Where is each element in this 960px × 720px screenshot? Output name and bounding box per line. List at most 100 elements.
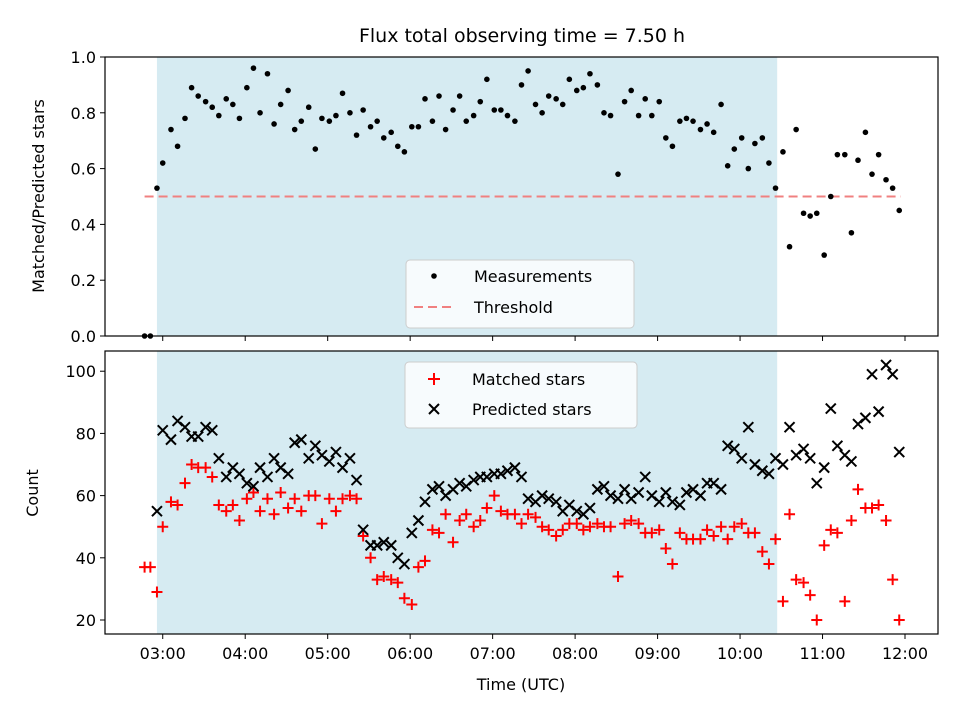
measurement-point (202, 98, 209, 105)
x-tick-label: 06:00 (387, 644, 433, 663)
predicted-star-point (247, 480, 260, 492)
matched-star-point (227, 499, 239, 511)
measurement-point (244, 84, 250, 91)
matched-star-point (756, 546, 768, 558)
measurement-point (422, 96, 428, 102)
measurement-point (374, 118, 380, 124)
matched-star-point (454, 514, 466, 526)
measurement-point (807, 213, 813, 219)
matched-star-point (839, 595, 851, 607)
predicted-star-point (303, 452, 315, 464)
x-tick-label: 03:00 (140, 644, 186, 663)
matched-star-point (406, 598, 418, 610)
matched-star-point (543, 524, 555, 536)
predicted-star-point (233, 468, 246, 480)
top-y-tick-label: 1.0 (71, 48, 96, 67)
matched-star-point (571, 518, 583, 530)
matched-star-point (392, 577, 404, 589)
predicted-star-point (268, 452, 280, 464)
predicted-star-point (872, 405, 885, 418)
measurement-point (491, 107, 498, 113)
measurement-point (821, 252, 827, 258)
measurement-point (498, 107, 504, 113)
matched-star-point (674, 527, 686, 539)
matched-star-point (378, 570, 390, 582)
top-y-tick-label: 0.4 (71, 215, 96, 234)
matched-star-point (708, 530, 720, 542)
matched-star-point (619, 518, 631, 530)
matched-star-point (398, 592, 410, 604)
bottom-x-axis-ticks: 03:00 04:00 05:00 06:00 07:00 08:00 09:00 10:00… (140, 634, 928, 663)
predicted-star-point (357, 524, 369, 536)
measurement-point (883, 176, 889, 183)
top-y-tick-label: 0.0 (71, 327, 96, 346)
top-x-axis-ticks (162, 336, 906, 341)
predicted-star-point (295, 433, 307, 446)
matched-star-point (419, 555, 431, 567)
predicted-star-point (742, 421, 755, 433)
measurement-point (628, 87, 634, 94)
predicted-star-point (550, 496, 562, 508)
measurement-point (745, 165, 752, 172)
predicted-star-point (618, 483, 631, 496)
predicted-star-point (254, 461, 266, 474)
matched-star-point (365, 552, 377, 564)
measurement-point (339, 90, 346, 97)
bottom-y-axis-ticks: 20 40 60 80 100 (65, 362, 105, 630)
matched-star-point (488, 490, 500, 502)
measurement-point (786, 243, 793, 250)
measurement-point (683, 115, 690, 122)
predicted-star-point (818, 461, 830, 474)
top-y-axis-label: Matched/Predicted stars (29, 99, 48, 293)
predicted-star-point (453, 477, 466, 489)
matched-star-point (728, 521, 740, 533)
measurement-point (539, 110, 545, 116)
measurement-point (188, 84, 195, 91)
predicted-star-point (323, 455, 336, 468)
matched-star-point (790, 574, 802, 586)
measurement-point (319, 115, 325, 122)
predicted-star-point (406, 527, 418, 539)
matched-star-point (261, 493, 273, 505)
predicted-star-point (639, 471, 651, 483)
measurement-point (415, 123, 422, 130)
matched-star-point (371, 574, 383, 586)
matched-star-point (845, 514, 857, 526)
measurement-point (477, 98, 484, 105)
measurement-point (409, 123, 415, 130)
measurement-point (360, 107, 366, 113)
measurement-point (752, 140, 758, 147)
top-y-tick-label: 0.6 (71, 160, 96, 179)
predicted-star-point (501, 465, 514, 477)
measurement-point (766, 160, 772, 166)
x-tick-label: 09:00 (635, 644, 681, 663)
measurement-point (559, 101, 566, 108)
measurement-point (642, 96, 649, 102)
predicted-star-point (612, 493, 624, 505)
matched-star-point (186, 459, 198, 471)
matched-star-point (722, 533, 734, 545)
measurement-point (209, 104, 216, 111)
measurement-point (553, 96, 559, 102)
matched-star-point (591, 518, 603, 530)
measurement-point (525, 68, 531, 74)
legend-matched-label: Matched stars (472, 370, 585, 389)
matched-star-point (577, 524, 589, 536)
predicted-star-point (385, 539, 397, 552)
matched-star-point (605, 521, 617, 533)
measurement-point (512, 118, 518, 124)
bottom-legend-box (404, 361, 638, 429)
measurement-point (827, 193, 834, 200)
predicted-star-point (220, 471, 232, 483)
predicted-star-point (213, 452, 225, 464)
predicted-star-point (412, 514, 425, 527)
measurement-point (257, 110, 263, 116)
predicted-star-point (495, 468, 507, 480)
predicted-star-point (241, 477, 253, 489)
measurement-point (271, 121, 277, 127)
predicted-star-point (481, 471, 493, 483)
predicted-star-point (666, 496, 679, 508)
measurement-point (587, 70, 593, 77)
measurement-point (573, 87, 580, 94)
matched-star-point (811, 614, 823, 626)
